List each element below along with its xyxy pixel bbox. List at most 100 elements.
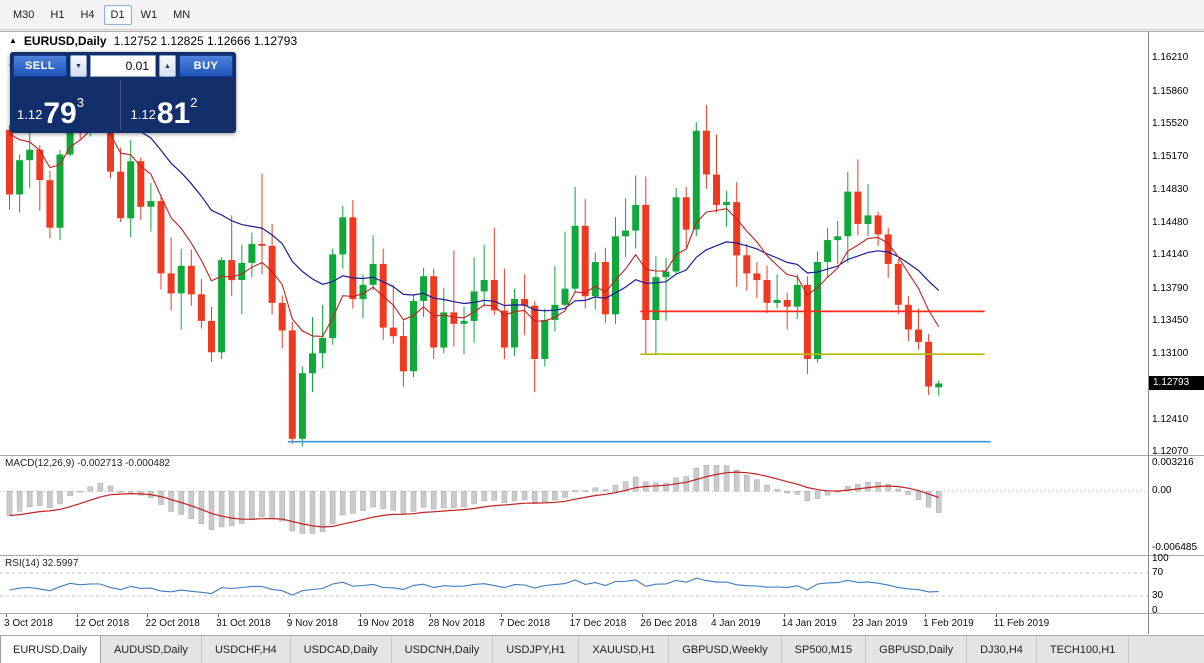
price-axis-tick: 1.14480 <box>1152 216 1189 228</box>
sell-price-big-figure: 1.12 <box>17 107 43 122</box>
date-axis-tick-mark <box>571 614 573 617</box>
date-axis-tick-mark <box>359 614 361 617</box>
date-axis-tick-mark <box>783 614 785 617</box>
chart-tab-usdcnh-daily[interactable]: USDCNH,Daily <box>392 636 494 663</box>
rsi-panel-separator[interactable] <box>0 555 1204 556</box>
rsi-panel-canvas[interactable] <box>0 556 1148 613</box>
rsi-axis-tick: 0 <box>1152 605 1158 616</box>
date-axis-label: 28 Nov 2018 <box>428 618 485 629</box>
chart-tab-usdchf-h4[interactable]: USDCHF,H4 <box>202 636 291 663</box>
caret-up-icon: ▲ <box>164 62 171 70</box>
date-axis-label: 11 Feb 2019 <box>993 618 1050 629</box>
date-axis-label: 7 Dec 2018 <box>498 618 551 629</box>
date-axis-label: 4 Jan 2019 <box>711 618 761 629</box>
timeframe-button-w1[interactable]: W1 <box>140 8 158 21</box>
macd-panel-canvas[interactable] <box>0 456 1148 554</box>
price-axis-tick: 1.12070 <box>1152 446 1189 458</box>
date-axis-label: 22 Oct 2018 <box>145 618 200 629</box>
caret-down-icon: ▼ <box>75 62 82 70</box>
date-axis-label: 1 Feb 2019 <box>923 618 974 629</box>
chart-title: ▲ EURUSD,Daily 1.12752 1.12825 1.12666 1… <box>9 34 297 48</box>
date-axis-tick-mark <box>995 614 997 617</box>
price-axis-tick: 1.15520 <box>1152 118 1189 130</box>
price-axis-tick: 1.13790 <box>1152 282 1189 294</box>
date-axis-label: 9 Nov 2018 <box>286 618 338 629</box>
sell-price-display[interactable]: 1.12 79 3 <box>13 80 120 130</box>
macd-axis-tick: 0.00 <box>1152 485 1172 497</box>
timeframe-button-h1[interactable]: H1 <box>50 8 65 21</box>
date-axis-label: 14 Jan 2019 <box>781 618 837 629</box>
date-axis-label: 23 Jan 2019 <box>852 618 908 629</box>
date-axis-tick-mark <box>288 614 290 617</box>
chart-tab-audusd-daily[interactable]: AUDUSD,Daily <box>101 636 202 663</box>
price-axis-tick: 1.13450 <box>1152 314 1189 326</box>
sell-price-fraction: 3 <box>76 95 84 110</box>
date-axis-tick-mark <box>147 614 149 617</box>
price-axis-separator <box>1148 31 1149 634</box>
symbol-tab-bar: EURUSD,Daily AUDUSD,Daily USDCHF,H4 USDCAD,… <box>0 635 1204 663</box>
timeframe-button-h4[interactable]: H4 <box>80 8 95 21</box>
buy-button[interactable]: BUY <box>179 55 233 77</box>
sell-price-pips: 79 <box>43 96 77 130</box>
trade-controls-row: SELL ▼ ▲ BUY <box>13 55 233 77</box>
date-axis-tick-mark <box>854 614 856 617</box>
date-axis-label: 12 Oct 2018 <box>74 618 130 629</box>
macd-label: MACD(12,26,9) -0.002713 -0.000482 <box>5 458 171 469</box>
chart-symbol-label: EURUSD,Daily <box>23 34 107 48</box>
date-axis-tick-mark <box>500 614 502 617</box>
date-axis-label: 26 Dec 2018 <box>640 618 698 629</box>
price-axis-tick: 1.12410 <box>1152 413 1189 425</box>
chart-tab-dj30-h4[interactable]: DJ30,H4 <box>967 636 1037 663</box>
buy-price-pips: 81 <box>156 96 191 130</box>
trade-prices-row: 1.12 79 3 1.12 81 2 <box>13 80 233 130</box>
sell-button[interactable]: SELL <box>13 55 67 77</box>
chart-ohlc-values: 1.12752 1.12825 1.12666 1.12793 <box>113 34 298 48</box>
timeframe-button-mn[interactable]: MN <box>173 8 191 21</box>
price-axis-tick: 1.13100 <box>1152 348 1189 360</box>
price-axis-tick: 1.15860 <box>1152 85 1189 97</box>
date-axis-label: 3 Oct 2018 <box>4 618 53 629</box>
timeframe-buttons: M30 H1 H4 D1 W1 MN <box>6 4 197 25</box>
date-axis-tick-mark <box>6 614 7 617</box>
chart-tab-xauusd-h1[interactable]: XAUUSD,H1 <box>579 636 670 663</box>
price-axis-tick: 1.16210 <box>1152 52 1189 64</box>
macd-panel-separator[interactable] <box>0 455 1204 456</box>
chart-tab-gbpusd-weekly[interactable]: GBPUSD,Weekly <box>669 636 782 663</box>
current-price-badge: 1.12793 <box>1149 376 1204 391</box>
date-axis-tick-mark <box>642 614 644 617</box>
rsi-axis-tick: 70 <box>1152 567 1164 579</box>
volume-increase-button[interactable]: ▲ <box>159 55 176 77</box>
buy-price-display[interactable]: 1.12 81 2 <box>119 80 234 130</box>
timeframe-toolbar: M30 H1 H4 D1 W1 MN <box>0 0 1204 30</box>
date-axis-tick-mark <box>76 614 78 617</box>
date-axis-tick-mark <box>713 614 714 617</box>
buy-price-big-figure: 1.12 <box>130 107 156 122</box>
rsi-axis-tick: 100 <box>1152 553 1169 564</box>
one-click-toggle-icon[interactable]: ▲ <box>9 36 17 45</box>
chart-tab-sp500-m15[interactable]: SP500,M15 <box>782 636 867 663</box>
buy-price-fraction: 2 <box>190 95 198 110</box>
chart-tab-gbpusd-daily[interactable]: GBPUSD,Daily <box>866 636 968 663</box>
date-axis-separator <box>0 613 1204 614</box>
one-click-trading-panel: SELL ▼ ▲ BUY 1.12 79 3 1.12 81 2 <box>10 52 236 133</box>
date-axis-label: 17 Dec 2018 <box>569 618 627 629</box>
chart-tab-usdjpy-h1[interactable]: USDJPY,H1 <box>493 636 580 663</box>
date-axis-label: 31 Oct 2018 <box>216 618 271 629</box>
price-axis-tick: 1.15170 <box>1152 151 1189 163</box>
volume-input[interactable] <box>90 55 156 77</box>
rsi-label: RSI(14) 32.5997 <box>5 558 79 569</box>
date-axis-tick-mark <box>218 614 220 617</box>
date-axis[interactable]: 3 Oct 2018 12 Oct 2018 22 Oct 2018 31 Oct 2… <box>0 614 1148 634</box>
timeframe-button-d1[interactable]: D1 <box>103 4 132 25</box>
price-axis-tick: 1.14140 <box>1152 249 1189 261</box>
macd-axis-tick: 0.003216 <box>1152 456 1194 468</box>
volume-decrease-button[interactable]: ▼ <box>70 55 87 77</box>
price-axis-tick: 1.14830 <box>1152 183 1189 195</box>
date-axis-tick-mark <box>925 614 927 617</box>
date-axis-tick-mark <box>430 614 432 617</box>
chart-tab-usdcad-daily[interactable]: USDCAD,Daily <box>291 636 392 663</box>
chart-tab-tech100-h1[interactable]: TECH100,H1 <box>1037 636 1130 663</box>
macd-axis-tick: -0.006485 <box>1152 542 1198 554</box>
chart-tab-eurusd-daily[interactable]: EURUSD,Daily <box>0 636 101 663</box>
timeframe-button-m30[interactable]: M30 <box>13 8 35 21</box>
